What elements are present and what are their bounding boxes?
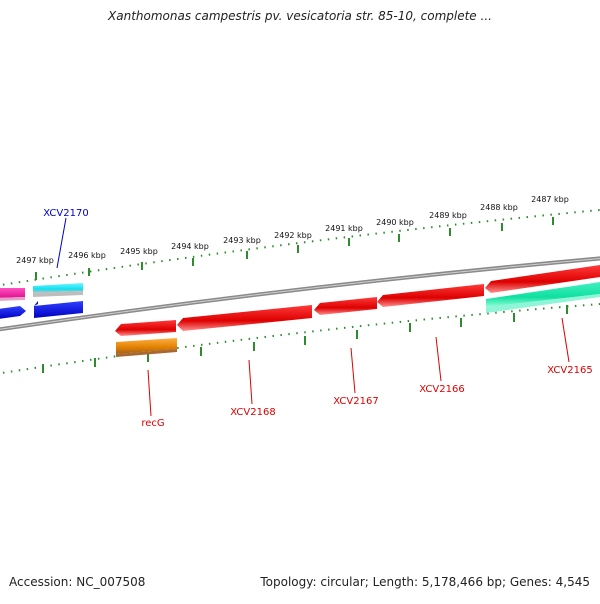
ruler-label: 2490 kbp	[376, 218, 414, 227]
ruler-label: 2496 kbp	[68, 251, 106, 260]
gene-label-xcv2168[interactable]: XCV2168	[230, 407, 275, 418]
gene-xcv2170-arrow[interactable]	[33, 283, 83, 297]
label-leaders	[56, 217, 570, 417]
gene-xcv2166[interactable]	[377, 284, 484, 307]
outer-ruler-ticks	[35, 217, 554, 280]
ruler-label: 2497 kbp	[16, 256, 54, 265]
gene-label-xcv2170[interactable]: XCV2170	[43, 208, 88, 219]
gene-label-xcv2167[interactable]: XCV2167	[333, 396, 378, 407]
ruler-label: 2494 kbp	[171, 242, 209, 251]
ruler-label: 2489 kbp	[429, 211, 467, 220]
genome-summary-text: Topology: circular; Length: 5,178,466 bp…	[260, 575, 590, 589]
gene-blue-left[interactable]	[0, 306, 26, 319]
ruler-label: 2488 kbp	[480, 203, 518, 212]
map-title: Xanthomonas campestris pv. vesicatoria s…	[108, 9, 492, 23]
gene-label-recg[interactable]: recG	[141, 418, 164, 429]
gene-recg-red[interactable]	[115, 320, 176, 336]
gene-label-xcv2166[interactable]: XCV2166	[419, 384, 464, 395]
gene-blue-right[interactable]	[34, 301, 83, 318]
accession-text: Accession: NC_007508	[9, 575, 146, 589]
ruler-label: 2491 kbp	[325, 224, 363, 233]
ruler-label: 2492 kbp	[274, 231, 312, 240]
ruler-label: 2495 kbp	[120, 247, 158, 256]
gene-xcv2165[interactable]	[485, 265, 600, 293]
gene-xcv2167[interactable]	[314, 297, 377, 315]
gene-xcv2168[interactable]	[177, 305, 312, 331]
gene-green[interactable]	[486, 282, 600, 313]
ruler-label: 2487 kbp	[531, 195, 569, 204]
ruler-label: 2493 kbp	[223, 236, 261, 245]
inner-ruler-ticks	[42, 305, 568, 373]
gene-label-xcv2165[interactable]: XCV2165	[547, 365, 592, 376]
gene-recg-orange[interactable]	[116, 338, 177, 357]
gene-pink[interactable]	[0, 288, 25, 301]
